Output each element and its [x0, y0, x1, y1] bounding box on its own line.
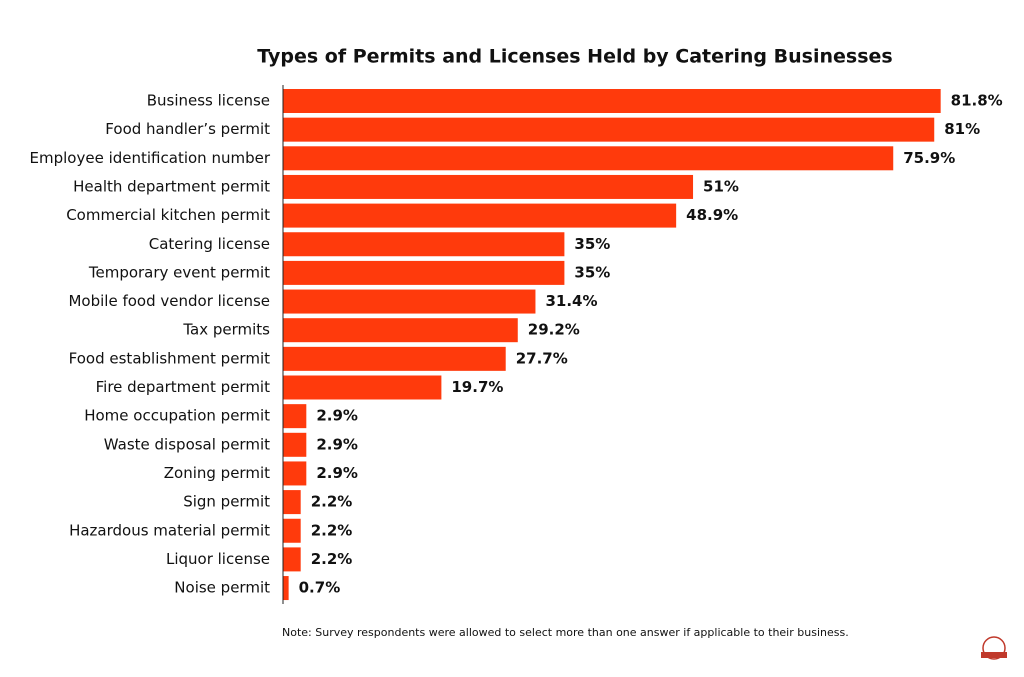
value-label: 75.9%	[903, 149, 955, 167]
value-label: 0.7%	[299, 579, 341, 597]
category-label: Hazardous material permit	[69, 521, 270, 539]
bar	[283, 346, 506, 371]
value-label: 27.7%	[516, 349, 568, 367]
category-label: Business license	[147, 92, 270, 110]
category-label: Fire department permit	[96, 378, 270, 396]
bar	[283, 461, 307, 486]
value-label: 35%	[574, 235, 610, 253]
bar	[283, 117, 935, 142]
category-label: Commercial kitchen permit	[66, 206, 270, 224]
value-label: 2.2%	[311, 550, 353, 568]
bar	[283, 260, 565, 285]
bar	[283, 203, 677, 228]
value-label: 2.2%	[311, 521, 353, 539]
category-label: Sign permit	[183, 493, 270, 511]
category-label: Mobile food vendor license	[68, 292, 270, 310]
logo	[981, 636, 1007, 660]
value-label: 81%	[944, 120, 980, 138]
category-label: Noise permit	[174, 579, 270, 597]
value-label: 2.9%	[316, 407, 358, 425]
category-label: Food establishment permit	[69, 349, 270, 367]
category-label: Waste disposal permit	[104, 435, 270, 453]
bar	[283, 518, 301, 543]
bar	[283, 146, 894, 171]
value-label: 2.9%	[316, 464, 358, 482]
category-label: Liquor license	[166, 550, 270, 568]
bar	[283, 174, 694, 199]
bar	[283, 318, 518, 343]
bar	[283, 432, 307, 457]
value-label: 48.9%	[686, 206, 738, 224]
value-label: 2.2%	[311, 493, 353, 511]
category-label: Food handler’s permit	[105, 120, 270, 138]
value-label: 51%	[703, 177, 739, 195]
value-label: 81.8%	[951, 92, 1003, 110]
bar	[283, 490, 301, 515]
category-label: Catering license	[149, 235, 270, 253]
bar	[283, 547, 301, 572]
value-label: 29.2%	[528, 321, 580, 339]
category-label: Zoning permit	[164, 464, 270, 482]
value-label: 19.7%	[451, 378, 503, 396]
bar	[283, 404, 307, 429]
category-label: Health department permit	[73, 177, 270, 195]
value-label: 31.4%	[545, 292, 597, 310]
bar	[283, 576, 289, 601]
category-label: Tax permits	[182, 321, 270, 339]
bar	[283, 375, 442, 400]
category-label: Employee identification number	[30, 149, 271, 167]
note: Note: Survey respondents were allowed to…	[282, 626, 849, 639]
bar	[283, 89, 941, 113]
value-label: 35%	[574, 263, 610, 281]
category-label: Temporary event permit	[88, 263, 270, 281]
category-label: Home occupation permit	[84, 407, 270, 425]
chart-title: Types of Permits and Licenses Held by Ca…	[257, 46, 892, 68]
bar	[283, 232, 565, 257]
bar	[283, 289, 536, 314]
value-label: 2.9%	[316, 435, 358, 453]
